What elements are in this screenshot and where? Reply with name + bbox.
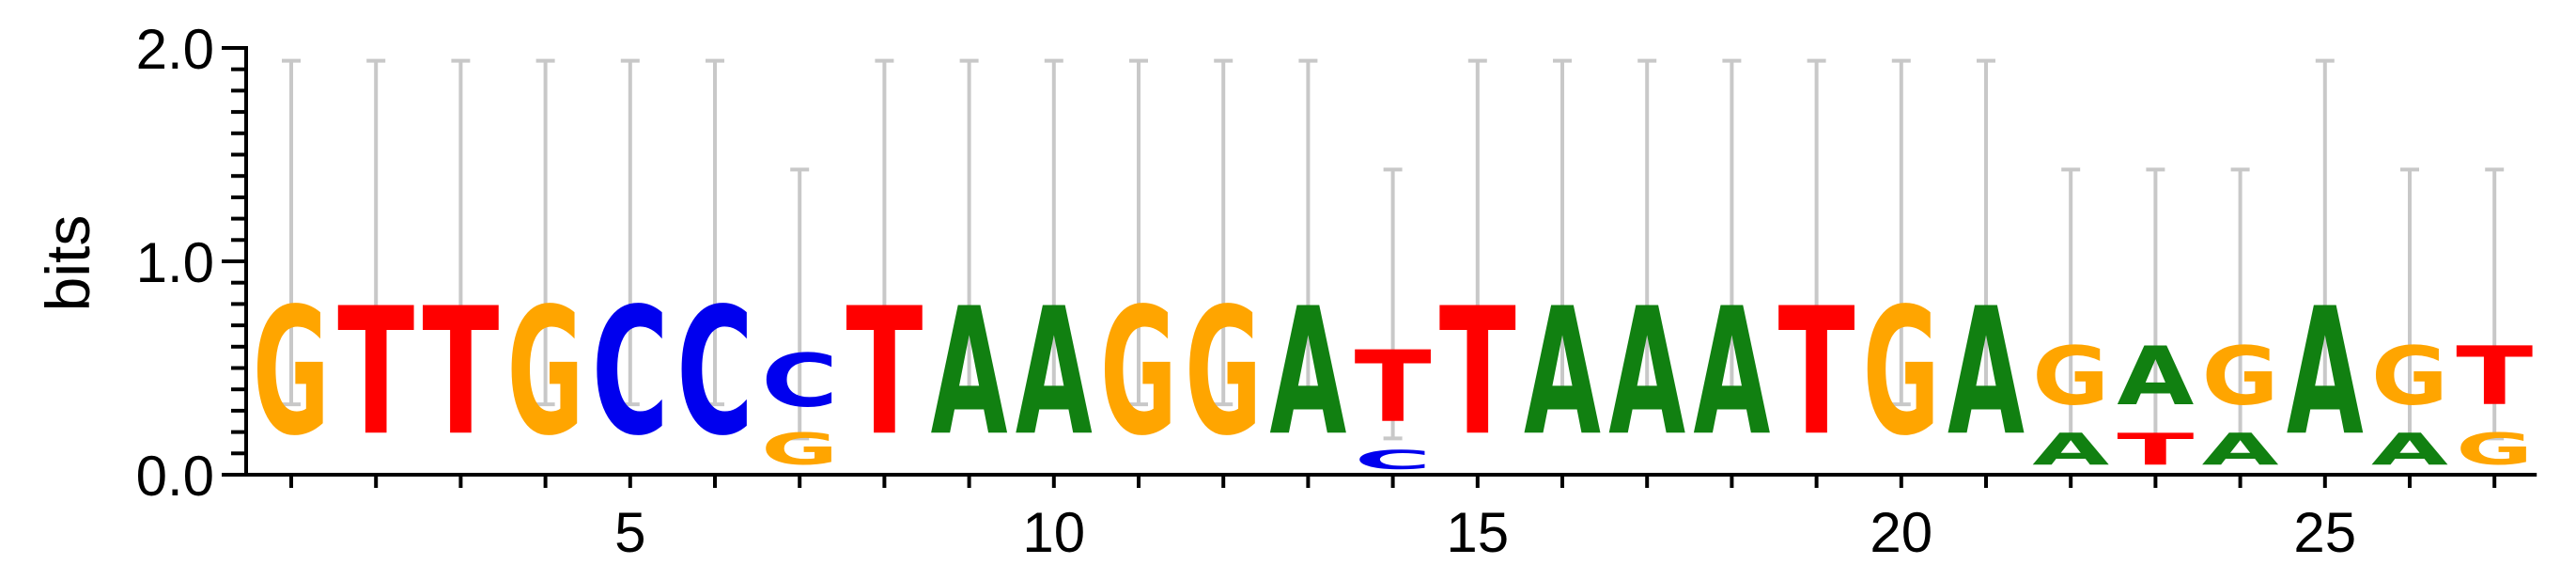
logo-letter-G: G (761, 424, 838, 475)
x-tick-label: 5 (614, 501, 645, 564)
logo-letter-A: A (2202, 424, 2279, 475)
logo-letter-A: A (1269, 270, 1346, 475)
logo-letter-C: C (676, 271, 753, 475)
y-tick-label: 1.0 (136, 231, 214, 294)
logo-letter-T: T (1439, 271, 1516, 474)
x-tick-label: 25 (2293, 501, 2356, 564)
logo-letter-G: G (1185, 271, 1262, 475)
y-tick-label: 2.0 (136, 18, 214, 81)
logo-letter-G: G (2456, 424, 2533, 475)
logo-letter-C: C (1355, 446, 1432, 475)
logo-letter-A: A (2287, 270, 2364, 475)
y-axis-label: bits (33, 215, 102, 312)
logo-letter-A: A (1608, 270, 1685, 475)
logo-letter-T: T (1355, 330, 1432, 446)
logo-letter-A: A (2371, 424, 2448, 475)
x-tick-label: 10 (1022, 501, 1085, 564)
logo-letter-G: G (2371, 330, 2448, 423)
logo-letter-G: G (2032, 330, 2109, 423)
logo-letter-G: G (1863, 271, 1940, 475)
logo-letter-A: A (1016, 270, 1093, 475)
logo-letter-A: A (2117, 330, 2194, 423)
logo-letter-A: A (1948, 270, 2025, 475)
logo-letter-T: T (2117, 424, 2194, 475)
logo-letter-A: A (1693, 270, 1770, 475)
logo-letter-C: C (592, 271, 669, 475)
x-tick-label: 20 (1870, 501, 1932, 564)
logo-letter-G: G (2202, 330, 2279, 423)
logo-letter-G: G (507, 271, 584, 475)
logo-letter-T: T (337, 271, 414, 474)
logo-letter-T: T (1778, 271, 1855, 474)
logo-letter-A: A (2032, 424, 2109, 475)
y-tick-label: 0.0 (136, 445, 214, 508)
logo-letter-G: G (253, 271, 330, 475)
x-tick-label: 15 (1446, 501, 1509, 564)
axes: 0.0 1.0 2.0 5 10 15 20 25 (136, 18, 2537, 564)
logo-letter-A: A (931, 270, 1008, 475)
logo-letter-T: T (846, 271, 923, 474)
logo-letter-T: T (422, 271, 499, 474)
logo-letter-A: A (1524, 270, 1601, 475)
logo-letter-C: C (761, 338, 838, 423)
logo-letter-G: G (1100, 271, 1177, 475)
logo-letter-T: T (2456, 330, 2533, 424)
error-bars (282, 58, 2505, 441)
